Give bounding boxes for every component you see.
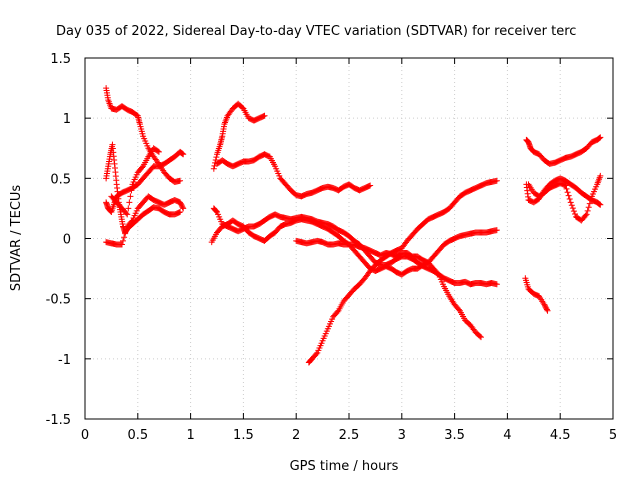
x-tick-label: 0.5 xyxy=(127,428,148,443)
data-point xyxy=(128,218,135,225)
series-s10 xyxy=(305,177,500,366)
data-point xyxy=(583,211,590,218)
x-tick-label: 1 xyxy=(186,428,194,443)
y-tick-label: 0.5 xyxy=(50,172,71,187)
data-point xyxy=(213,208,220,215)
data-point xyxy=(127,193,134,200)
data-point xyxy=(180,151,187,158)
y-axis-label: SDTVAR / TECUs xyxy=(9,185,24,292)
data-point xyxy=(587,196,594,203)
x-tick-label: 4 xyxy=(503,428,511,443)
data-point xyxy=(212,157,219,164)
data-point xyxy=(334,308,341,315)
series-s9 xyxy=(214,151,374,200)
data-point xyxy=(570,208,577,215)
data-point xyxy=(213,154,220,161)
data-point xyxy=(122,230,129,237)
x-tick-label: 3 xyxy=(398,428,406,443)
series-s11 xyxy=(293,237,484,341)
data-point xyxy=(597,134,604,141)
data-point xyxy=(564,189,571,196)
data-point xyxy=(154,148,161,155)
data-point xyxy=(212,207,219,214)
data-point xyxy=(568,202,575,209)
data-point xyxy=(125,205,132,212)
data-point xyxy=(562,182,569,189)
y-tick-label: 1 xyxy=(63,112,71,127)
x-tick-label: 0 xyxy=(81,428,89,443)
data-point xyxy=(582,212,589,219)
data-point xyxy=(597,172,604,179)
series-s15 xyxy=(522,275,551,314)
data-point xyxy=(567,199,574,206)
data-point xyxy=(179,204,186,211)
data-point xyxy=(493,177,500,184)
data-point xyxy=(121,234,128,241)
data-point xyxy=(210,165,217,172)
x-tick-label: 3.5 xyxy=(444,428,465,443)
y-tick-label: 0 xyxy=(63,233,71,248)
x-tick-label: 5 xyxy=(609,428,617,443)
data-point xyxy=(563,185,570,192)
data-point xyxy=(493,227,500,234)
data-point xyxy=(493,281,500,288)
y-tick-label: 1.5 xyxy=(50,52,71,67)
data-point xyxy=(139,164,146,171)
data-point xyxy=(367,182,374,189)
data-point xyxy=(434,270,441,277)
data-point xyxy=(126,199,133,206)
y-tick-label: -1.5 xyxy=(46,413,71,428)
data-point xyxy=(180,205,187,212)
data-point xyxy=(565,192,572,199)
data-point xyxy=(584,207,591,214)
data-point xyxy=(478,334,484,341)
data-point xyxy=(118,241,125,248)
series-s14 xyxy=(525,172,604,224)
data-point xyxy=(586,200,593,207)
series-s2 xyxy=(103,141,184,236)
data-point xyxy=(569,205,576,212)
data-point xyxy=(177,209,184,216)
y-tick-label: -1 xyxy=(58,353,71,368)
y-tick-label: -0.5 xyxy=(46,293,71,308)
series-s5 xyxy=(108,145,162,218)
chart-title: Day 035 of 2022, Sidereal Day-to-day VTE… xyxy=(56,24,576,39)
series-s4 xyxy=(103,193,187,248)
x-axis-label: GPS time / hours xyxy=(290,459,399,474)
data-point xyxy=(123,210,130,217)
data-point xyxy=(128,187,135,194)
x-tick-label: 1.5 xyxy=(233,428,254,443)
series-s12 xyxy=(523,134,604,167)
series-s3 xyxy=(103,148,187,216)
data-point xyxy=(107,208,114,215)
data-point xyxy=(124,211,131,218)
data-point xyxy=(597,201,604,208)
data-point xyxy=(476,333,483,340)
data-point xyxy=(123,227,130,234)
data-point xyxy=(177,177,184,184)
data-point xyxy=(455,306,462,313)
x-tick-label: 4.5 xyxy=(550,428,571,443)
data-point xyxy=(313,351,320,358)
data-points xyxy=(103,85,604,366)
data-point xyxy=(543,306,550,313)
x-tick-label: 2.5 xyxy=(339,428,360,443)
data-point xyxy=(566,196,573,203)
x-tick-label: 2 xyxy=(292,428,300,443)
data-point xyxy=(155,148,162,155)
data-point xyxy=(261,112,268,119)
axis-ticks: 0 0.5 1 1.5 2 2.5 3 3.5 4 4.5 5 -1.5 -1 -0.5 0 0.5 1 1.5 xyxy=(46,52,618,443)
data-point xyxy=(585,204,592,211)
data-point xyxy=(571,210,578,217)
series-s6 xyxy=(210,100,268,172)
data-point xyxy=(120,237,127,244)
data-point xyxy=(544,307,551,314)
